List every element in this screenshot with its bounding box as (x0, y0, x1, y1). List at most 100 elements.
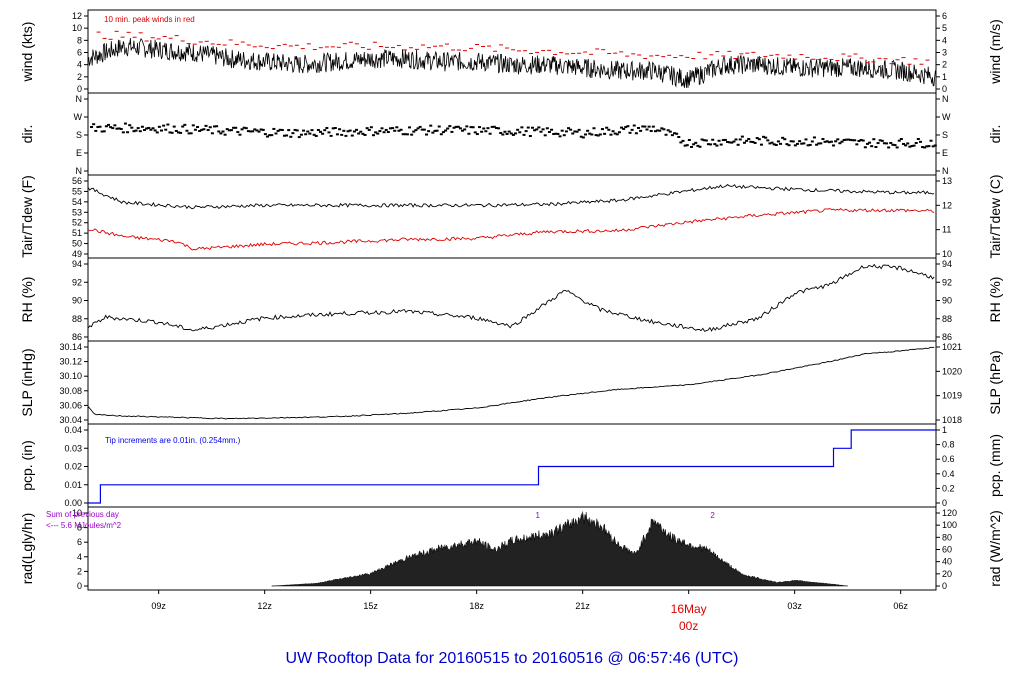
dir-point (681, 139, 685, 142)
dir-point (104, 125, 108, 128)
pcp-ytick-left: 0.00 (64, 498, 82, 508)
dir-point (524, 130, 528, 133)
dir-point (168, 131, 172, 134)
dir-point (713, 143, 717, 146)
dir-point (427, 130, 431, 133)
dir-point (278, 128, 282, 131)
dir-point (138, 130, 142, 133)
rad-ytick-left: 6 (77, 537, 82, 547)
rad-ytick-left: 8 (77, 523, 82, 533)
dir-point (323, 129, 327, 132)
dir-point (706, 143, 710, 146)
dir-point (291, 132, 295, 135)
dir-ytick-left: N (76, 166, 83, 176)
dir-point (554, 132, 558, 135)
dir-point (675, 132, 679, 135)
dir-point (829, 140, 833, 143)
dir-point (863, 146, 867, 149)
dir-point (571, 132, 575, 135)
dir-point (876, 142, 880, 145)
dir-point (463, 128, 467, 131)
dir-point (467, 132, 471, 135)
dir-point (232, 126, 236, 129)
wind-ylabel-left: wind (kts) (19, 22, 35, 83)
dir-point (613, 132, 617, 135)
rad-ylabel-left: rad(Lgly/hr) (19, 513, 35, 585)
wind-ytick-right: 0 (942, 84, 947, 94)
dir-point (620, 126, 624, 129)
dir-point (403, 133, 407, 136)
dir-point (342, 129, 346, 132)
dir-point (581, 136, 585, 139)
dir-point (395, 126, 399, 129)
dir-point (742, 141, 746, 144)
dir-point (130, 126, 134, 129)
dir-point (386, 131, 390, 134)
pcp-ytick-right: 0 (942, 498, 947, 508)
dir-ytick-left: E (76, 148, 82, 158)
dir-point (590, 133, 594, 136)
dir-point (117, 127, 121, 130)
dir-point (183, 123, 187, 126)
dir-point (217, 130, 221, 133)
dir-point (170, 131, 174, 134)
dir-point (422, 128, 426, 131)
dir-point (719, 143, 723, 146)
dir-point (641, 125, 645, 128)
pcp-ylabel-right: pcp. (mm) (987, 434, 1003, 497)
slp-ytick-right: 1020 (942, 366, 962, 376)
dir-point (791, 140, 795, 143)
chart-title: UW Rooftop Data for 20160515 to 20160516… (285, 650, 739, 667)
dir-point (246, 130, 250, 133)
dir-point (338, 128, 342, 131)
dir-point (123, 122, 127, 125)
dir-point (861, 139, 865, 142)
dir-point (109, 126, 113, 129)
pcp-ytick-left: 0.03 (64, 443, 82, 453)
dir-point (490, 125, 494, 128)
dir-point (450, 130, 454, 133)
dir-point (530, 126, 534, 129)
dir-point (119, 128, 123, 131)
dir-point (933, 144, 937, 147)
dir-point (316, 129, 320, 132)
dir-point (770, 141, 774, 144)
rad-frame (87, 506, 937, 591)
dir-point (274, 132, 278, 135)
dir-point (596, 134, 600, 137)
slp-ytick-left: 30.12 (59, 357, 82, 367)
pcp-ytick-right: 0.2 (942, 483, 955, 493)
temp-ytick-left: 55 (72, 186, 82, 196)
dir-point (359, 130, 363, 133)
dir-point (717, 139, 721, 142)
dir-point (456, 125, 460, 128)
dir-point (435, 129, 439, 132)
dir-point (473, 131, 477, 134)
dir-point (263, 133, 267, 136)
wind-annotation: 10 min. peak winds in red (104, 15, 195, 24)
dir-point (560, 129, 564, 132)
rh-ylabel-right: RH (%) (987, 277, 1003, 323)
dir-point (880, 139, 884, 142)
dir-point (603, 132, 607, 135)
dir-point (687, 138, 691, 141)
pcp-ytick-right: 0.4 (942, 469, 955, 479)
dir-point (454, 125, 458, 128)
dir-point (781, 136, 785, 139)
dir-point (889, 141, 893, 144)
dir-point (823, 140, 827, 143)
dir-point (361, 132, 365, 135)
dir-point (388, 127, 392, 130)
dir-ytick-right: W (942, 112, 951, 122)
dir-point (751, 141, 755, 144)
rh-ytick-left: 88 (72, 314, 82, 324)
dir-point (499, 131, 503, 134)
dir-point (594, 134, 598, 137)
dir-point (887, 146, 891, 149)
dir-point (494, 126, 498, 129)
dir-ytick-right: E (942, 148, 948, 158)
dir-point (312, 133, 316, 136)
dir-point (126, 131, 130, 134)
dir-point (832, 144, 836, 147)
wind-ytick-right: 6 (942, 11, 947, 21)
